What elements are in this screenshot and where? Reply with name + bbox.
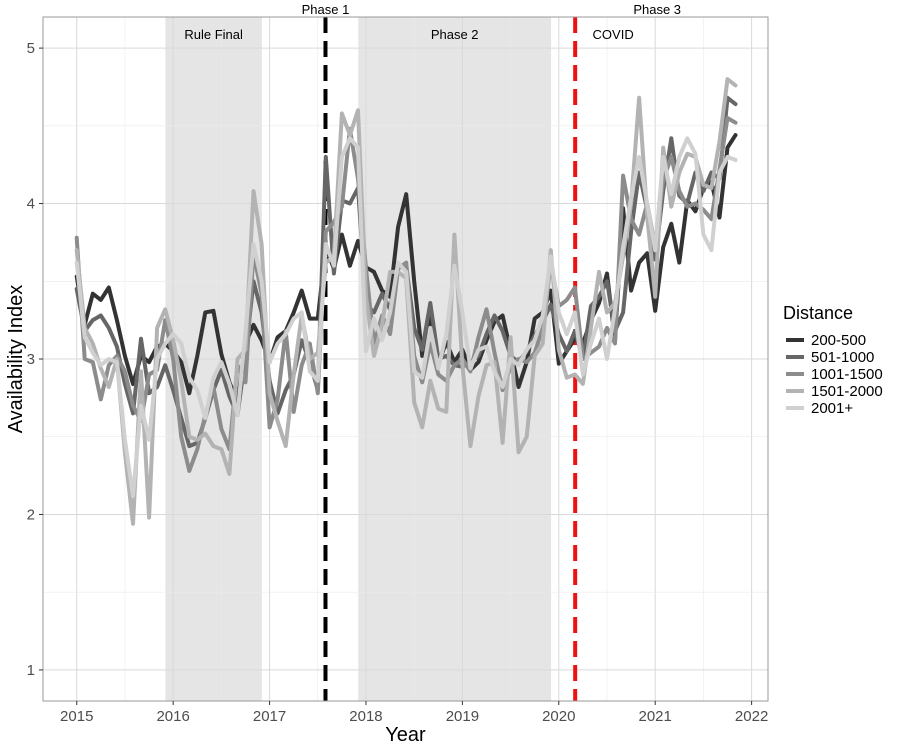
legend-label-1001-1500: 1001-1500 [811,366,883,383]
event-line-label-2: Phase 3 [633,2,681,17]
series-line-1001-1500 [74,116,738,473]
x-tick-label: 2015 [60,708,93,725]
shaded-region-label-2: Phase 2 [431,27,479,42]
shaded-region-label-1: Rule Final [184,27,243,42]
y-tick-label: 2 [27,506,35,523]
y-tick-label: 4 [27,196,35,213]
event-lines: Phase 1 Phase 3 [302,2,681,701]
x-tick-label: 2020 [542,708,575,725]
legend: Distance 200-500501-10001001-15001501-20… [783,303,883,417]
y-tick-label: 5 [27,40,35,57]
series-line-2001+ [74,136,738,498]
x-axis-ticks: 2015 2016 2017 2018 2019 2020 2021 2022 [60,701,768,725]
x-tick-label: 2021 [639,708,672,725]
covid-annotation: COVID [593,27,634,42]
y-axis-title: Availability Index [5,285,27,434]
y-tick-label: 1 [27,662,35,679]
x-tick-label: 2017 [253,708,286,725]
x-tick-label: 2018 [349,708,382,725]
legend-label-2001+: 2001+ [811,400,853,417]
legend-title: Distance [783,303,853,323]
legend-label-200-500: 200-500 [811,332,866,349]
x-tick-label: 2019 [446,708,479,725]
shaded-region-labels: Rule Final Phase 2 [184,27,478,42]
legend-label-501-1000: 501-1000 [811,349,874,366]
series-lines [74,77,738,526]
event-line-label-1: Phase 1 [302,2,350,17]
y-axis-ticks: 1 2 3 4 5 [27,40,43,679]
x-tick-label: 2022 [735,708,768,725]
x-axis-title: Year [385,724,426,746]
x-tick-label: 2016 [156,708,189,725]
legend-label-1501-2000: 1501-2000 [811,383,883,400]
y-tick-label: 3 [27,351,35,368]
